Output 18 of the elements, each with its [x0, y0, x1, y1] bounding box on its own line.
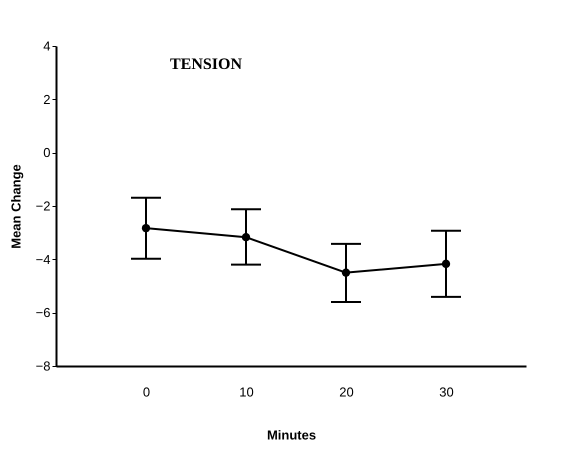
x-tick-label: 30	[439, 384, 454, 400]
y-tick-label: −4	[36, 252, 50, 267]
point	[342, 268, 350, 277]
y-tick-label: −2	[36, 198, 50, 214]
point	[142, 224, 150, 232]
y-tick-label: 2	[43, 92, 50, 107]
point	[442, 260, 450, 268]
y-tick-label: 4	[43, 38, 50, 54]
x-tick-label: 10	[239, 384, 254, 400]
y-tick-label: −6	[36, 305, 50, 320]
text: TENSION	[170, 56, 242, 73]
x-tick-label: 20	[339, 384, 354, 400]
point	[242, 233, 250, 242]
y-tick-label: −8	[36, 358, 50, 374]
y-axis-title: Mean Change	[8, 164, 24, 249]
y-tick-label: 0	[43, 145, 50, 160]
x-tick-label: 0	[142, 384, 150, 400]
x-axis-title: Minutes	[266, 428, 316, 442]
